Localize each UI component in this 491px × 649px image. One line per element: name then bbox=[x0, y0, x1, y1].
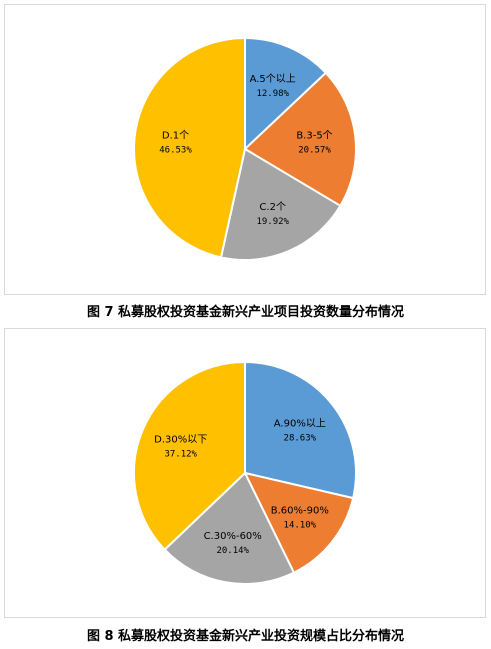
pie-slice-2-4 bbox=[133, 361, 246, 551]
slice-value-label-1-2: 20.57% bbox=[298, 145, 331, 155]
slice-category-label-2-2: B.60%-90% bbox=[271, 506, 329, 517]
slice-value-label-1-1: 12.98% bbox=[256, 89, 289, 99]
pie-slice-2-2 bbox=[244, 472, 355, 574]
figure-7-caption: 图 7 私募股权投资基金新兴产业项目投资数量分布情况 bbox=[86, 305, 405, 320]
pie-slice-1-4 bbox=[133, 37, 246, 259]
slice-value-label-1-3: 19.92% bbox=[256, 217, 289, 227]
pie-chart-investment-scale-svg: A.90%以上 28.63% B.60%-90% 14.10% C.30%-60% 20.… bbox=[133, 361, 357, 585]
slice-value-label-2-1: 28.63% bbox=[284, 434, 317, 444]
slice-category-label-1-3: C.2个 bbox=[259, 201, 286, 213]
slice-value-label-2-2: 14.10% bbox=[284, 521, 317, 531]
pie-slice-1-2 bbox=[244, 71, 357, 207]
pie-chart-investment-scale: A.90%以上 28.63% B.60%-90% 14.10% C.30%-60% 20.… bbox=[4, 328, 486, 618]
pie-chart-project-count: A.5个以上 12.98% B.3-5个 20.57% C.2个 19.92% D.1个 46… bbox=[4, 4, 486, 295]
pie-slice-1-3 bbox=[219, 148, 342, 261]
pie-slice-2-1 bbox=[244, 361, 357, 500]
slice-value-label-1-4: 46.53% bbox=[159, 145, 192, 155]
pie-chart-project-count-svg: A.5个以上 12.98% B.3-5个 20.57% C.2个 19.92% D.1个 46… bbox=[133, 37, 357, 261]
slice-value-label-2-3: 20.14% bbox=[216, 546, 249, 556]
slice-category-label-1-1: A.5个以上 bbox=[250, 73, 296, 85]
slice-category-label-1-4: D.1个 bbox=[162, 129, 189, 141]
slice-category-label-2-3: C.30%-60% bbox=[204, 531, 262, 542]
slice-value-label-2-4: 37.12% bbox=[164, 450, 197, 460]
pie-slice-1-1 bbox=[244, 37, 327, 150]
slice-category-label-2-1: A.90%以上 bbox=[274, 418, 326, 430]
figure-8-caption: 图 8 私募股权投资基金新兴产业投资规模占比分布情况 bbox=[86, 629, 405, 644]
pie-slice-2-3 bbox=[163, 472, 295, 585]
slice-category-label-2-4: D.30%以下 bbox=[154, 435, 207, 446]
slice-category-label-1-2: B.3-5个 bbox=[296, 129, 332, 141]
